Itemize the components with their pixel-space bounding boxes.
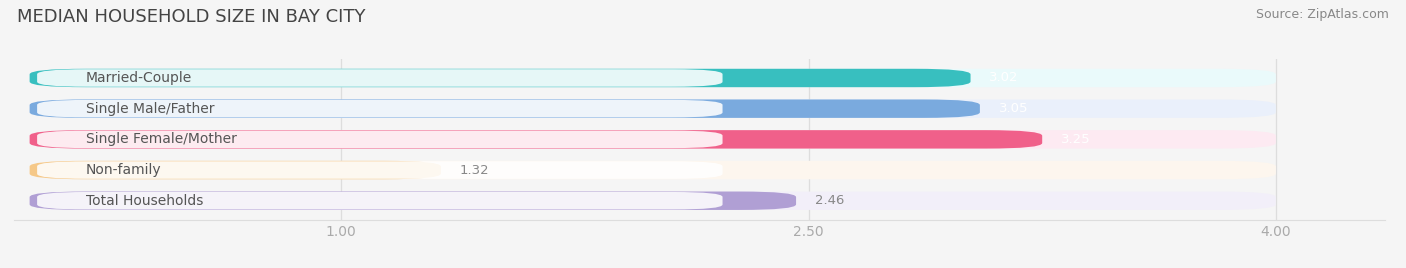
FancyBboxPatch shape <box>37 161 723 179</box>
FancyBboxPatch shape <box>30 192 1275 210</box>
FancyBboxPatch shape <box>30 161 441 179</box>
FancyBboxPatch shape <box>30 99 1275 118</box>
FancyBboxPatch shape <box>30 69 970 87</box>
Text: 3.02: 3.02 <box>990 72 1019 84</box>
FancyBboxPatch shape <box>37 100 723 117</box>
Text: Total Households: Total Households <box>86 194 202 208</box>
Text: Single Male/Father: Single Male/Father <box>86 102 214 116</box>
FancyBboxPatch shape <box>30 192 796 210</box>
FancyBboxPatch shape <box>30 130 1275 148</box>
FancyBboxPatch shape <box>37 131 723 148</box>
FancyBboxPatch shape <box>37 192 723 210</box>
FancyBboxPatch shape <box>30 130 1042 148</box>
Text: 3.25: 3.25 <box>1062 133 1091 146</box>
FancyBboxPatch shape <box>30 69 1275 87</box>
Text: Non-family: Non-family <box>86 163 162 177</box>
FancyBboxPatch shape <box>30 99 980 118</box>
Text: Single Female/Mother: Single Female/Mother <box>86 132 236 146</box>
Text: 2.46: 2.46 <box>814 194 844 207</box>
FancyBboxPatch shape <box>30 161 1275 179</box>
Text: 3.05: 3.05 <box>998 102 1028 115</box>
Text: Married-Couple: Married-Couple <box>86 71 193 85</box>
Text: 1.32: 1.32 <box>460 163 489 177</box>
FancyBboxPatch shape <box>37 69 723 87</box>
Text: Source: ZipAtlas.com: Source: ZipAtlas.com <box>1256 8 1389 21</box>
Text: MEDIAN HOUSEHOLD SIZE IN BAY CITY: MEDIAN HOUSEHOLD SIZE IN BAY CITY <box>17 8 366 26</box>
